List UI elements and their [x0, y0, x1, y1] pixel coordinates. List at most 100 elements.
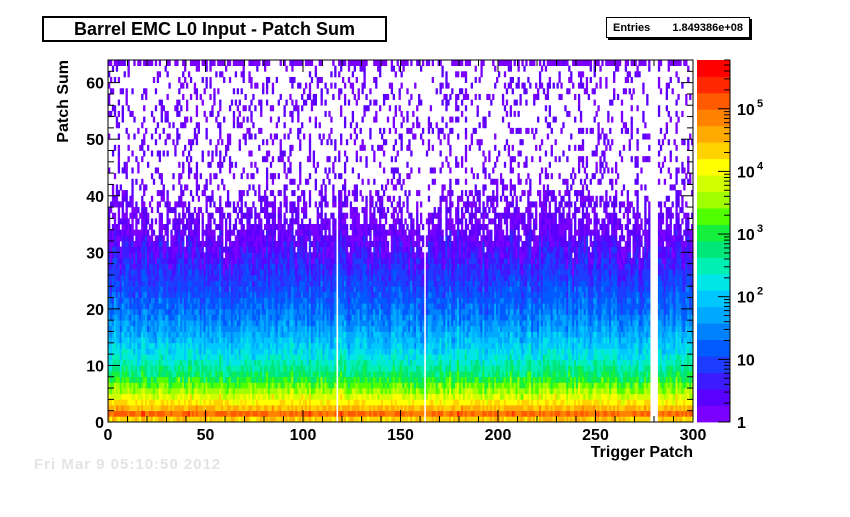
- heatmap-cell: [113, 303, 117, 310]
- heatmap-cell: [113, 320, 117, 327]
- heatmap-cell: [264, 399, 267, 406]
- heatmap-cell: [225, 303, 228, 310]
- heatmap-cell: [154, 218, 158, 225]
- heatmap-cell: [147, 359, 150, 366]
- heatmap-cell: [184, 388, 187, 395]
- heatmap-cell: [152, 291, 156, 298]
- heatmap-cell: [121, 337, 124, 344]
- heatmap-cell: [225, 348, 228, 355]
- heatmap-cell: [193, 331, 197, 338]
- heatmap-cell: [195, 371, 199, 378]
- heatmap-cell: [121, 167, 124, 174]
- heatmap-cell: [162, 399, 165, 406]
- heatmap-cell: [133, 303, 136, 310]
- heatmap-cell: [121, 60, 124, 67]
- heatmap-cell: [211, 376, 214, 383]
- heatmap-cell: [186, 269, 189, 276]
- heatmap-cell: [201, 337, 204, 344]
- heatmap-cell: [287, 376, 290, 383]
- heatmap-cell: [306, 297, 310, 304]
- heatmap-cell: [131, 241, 134, 248]
- heatmap-cell: [252, 371, 255, 378]
- heatmap-cell: [215, 263, 218, 270]
- heatmap-cell: [234, 257, 238, 264]
- heatmap-cell: [232, 337, 236, 344]
- heatmap-cell: [137, 337, 140, 344]
- heatmap-cell: [162, 235, 165, 242]
- heatmap-cell: [254, 274, 257, 281]
- heatmap-cell: [299, 280, 302, 287]
- heatmap-cell: [279, 139, 282, 146]
- heatmap-cell: [209, 342, 212, 349]
- heatmap-cell: [113, 195, 117, 202]
- heatmap-cell: [150, 263, 154, 270]
- heatmap-cell: [117, 399, 121, 406]
- heatmap-cell: [303, 337, 306, 344]
- heatmap-cell: [162, 337, 165, 344]
- heatmap-cell: [277, 190, 280, 197]
- heatmap-cell: [244, 139, 247, 146]
- heatmap-cell: [252, 274, 255, 281]
- heatmap-cell: [152, 286, 156, 293]
- heatmap-cell: [127, 291, 130, 298]
- heatmap-cell: [170, 241, 173, 248]
- heatmap-cell: [238, 274, 241, 281]
- heatmap-cell: [195, 388, 199, 395]
- heatmap-cell: [123, 331, 126, 338]
- heatmap-cell: [148, 286, 152, 293]
- heatmap-cell: [113, 263, 117, 270]
- heatmap-cell: [279, 405, 282, 412]
- heatmap-cell: [123, 320, 126, 327]
- heatmap-cell: [242, 212, 245, 219]
- heatmap-cell: [246, 241, 249, 248]
- heatmap-cell: [145, 342, 148, 349]
- heatmap-cell: [230, 280, 234, 287]
- heatmap-cell: [267, 252, 271, 259]
- heatmap-cell: [262, 274, 265, 281]
- heatmap-cell: [108, 93, 111, 100]
- heatmap-cell: [193, 224, 197, 231]
- heatmap-cell: [187, 320, 191, 327]
- heatmap-cell: [109, 399, 113, 406]
- heatmap-cell: [156, 388, 160, 395]
- heatmap-cell: [267, 388, 271, 395]
- heatmap-cell: [225, 286, 228, 293]
- heatmap-cell: [147, 246, 150, 253]
- heatmap-cell: [295, 257, 298, 264]
- heatmap-cell: [111, 393, 115, 400]
- heatmap-cell: [156, 71, 160, 78]
- heatmap-cell: [184, 116, 187, 123]
- heatmap-cell: [209, 65, 212, 72]
- heatmap-cell: [262, 342, 265, 349]
- heatmap-cell: [135, 331, 138, 338]
- heatmap-cell: [299, 246, 302, 253]
- heatmap-cell: [176, 354, 179, 361]
- heatmap-cell: [131, 359, 134, 366]
- heatmap-cell: [160, 331, 163, 338]
- heatmap-cell: [252, 388, 255, 395]
- heatmap-cell: [265, 246, 269, 253]
- heatmap-cell: [191, 286, 195, 293]
- heatmap-cell: [289, 325, 292, 332]
- heatmap-cell: [256, 376, 259, 383]
- heatmap-cell: [154, 105, 158, 112]
- heatmap-cell: [176, 359, 179, 366]
- heatmap-cell: [139, 246, 142, 253]
- heatmap-cell: [117, 274, 121, 281]
- heatmap-cell: [279, 342, 282, 349]
- heatmap-cell: [213, 388, 216, 395]
- heatmap-cell: [264, 190, 267, 197]
- heatmap-cell: [135, 354, 138, 361]
- heatmap-cell: [174, 286, 177, 293]
- heatmap-cell: [108, 263, 111, 270]
- heatmap-cell: [256, 348, 259, 355]
- heatmap-cell: [195, 212, 199, 219]
- heatmap-cell: [193, 388, 197, 395]
- heatmap-cell: [248, 348, 251, 355]
- heatmap-cell: [248, 286, 251, 293]
- heatmap-cell: [265, 320, 269, 327]
- heatmap-cell: [182, 320, 185, 327]
- heatmap-cell: [258, 190, 261, 197]
- heatmap-cell: [178, 342, 181, 349]
- heatmap-cell: [271, 82, 275, 89]
